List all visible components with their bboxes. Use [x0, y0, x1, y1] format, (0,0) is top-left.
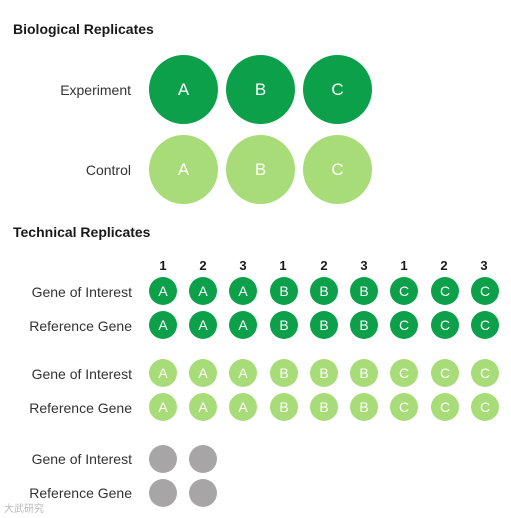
technical-replicate-well: A	[149, 277, 177, 305]
technical-replicate-well: C	[471, 311, 499, 339]
experiment-replicate-c: C	[303, 55, 372, 124]
technical-replicate-well: B	[310, 311, 338, 339]
technical-replicate-well: C	[390, 393, 418, 421]
biological-replicates-heading: Biological Replicates	[13, 21, 154, 37]
technical-replicate-well: B	[310, 393, 338, 421]
technical-replicate-well: B	[270, 277, 298, 305]
technical-replicate-well: A	[189, 311, 217, 339]
technical-replicate-well: A	[189, 277, 217, 305]
column-number: 1	[400, 258, 408, 273]
no-template-well	[189, 479, 217, 507]
technical-replicate-well: C	[431, 393, 459, 421]
technical-replicate-well: C	[431, 311, 459, 339]
technical-replicate-well: B	[350, 277, 378, 305]
experiment-replicate-b: B	[226, 55, 295, 124]
technical-replicate-well: B	[350, 359, 378, 387]
technical-replicate-well: B	[350, 311, 378, 339]
technical-replicate-well: A	[229, 277, 257, 305]
technical-replicate-well: C	[390, 277, 418, 305]
column-number: 1	[159, 258, 167, 273]
technical-replicate-well: C	[390, 359, 418, 387]
watermark: 大武研究	[4, 504, 44, 515]
reference-gene-label: Reference Gene	[29, 485, 132, 501]
technical-replicate-well: C	[390, 311, 418, 339]
no-template-well	[189, 445, 217, 473]
control-replicate-c: C	[303, 135, 372, 204]
column-number: 2	[320, 258, 328, 273]
technical-replicate-well: C	[431, 359, 459, 387]
gene-of-interest-label: Gene of Interest	[31, 451, 132, 467]
technical-replicate-well: B	[270, 393, 298, 421]
reference-gene-label: Reference Gene	[29, 400, 132, 416]
technical-replicates-heading: Technical Replicates	[13, 224, 151, 240]
technical-replicate-well: A	[189, 359, 217, 387]
technical-replicate-well: A	[149, 311, 177, 339]
technical-replicate-well: A	[149, 359, 177, 387]
column-number: 2	[440, 258, 448, 273]
column-number: 3	[480, 258, 488, 273]
technical-replicate-well: B	[310, 359, 338, 387]
column-number: 2	[199, 258, 207, 273]
control-replicate-a: A	[149, 135, 218, 204]
technical-replicate-well: C	[471, 393, 499, 421]
gene-of-interest-label: Gene of Interest	[31, 366, 132, 382]
column-number: 3	[239, 258, 247, 273]
experiment-replicate-a: A	[149, 55, 218, 124]
technical-replicate-well: C	[471, 277, 499, 305]
control-replicate-b: B	[226, 135, 295, 204]
reference-gene-label: Reference Gene	[29, 318, 132, 334]
technical-replicate-well: B	[350, 393, 378, 421]
no-template-well	[149, 445, 177, 473]
technical-replicate-well: A	[229, 393, 257, 421]
technical-replicate-well: A	[189, 393, 217, 421]
technical-replicate-well: C	[431, 277, 459, 305]
gene-of-interest-label: Gene of Interest	[31, 284, 132, 300]
no-template-well	[149, 479, 177, 507]
technical-replicate-well: A	[229, 311, 257, 339]
column-number: 3	[360, 258, 368, 273]
technical-replicate-well: B	[270, 359, 298, 387]
technical-replicate-well: A	[229, 359, 257, 387]
technical-replicate-well: B	[270, 311, 298, 339]
technical-replicate-well: A	[149, 393, 177, 421]
experiment-label: Experiment	[60, 82, 131, 98]
column-number: 1	[279, 258, 287, 273]
technical-replicate-well: B	[310, 277, 338, 305]
technical-replicate-well: C	[471, 359, 499, 387]
control-label: Control	[85, 162, 131, 178]
